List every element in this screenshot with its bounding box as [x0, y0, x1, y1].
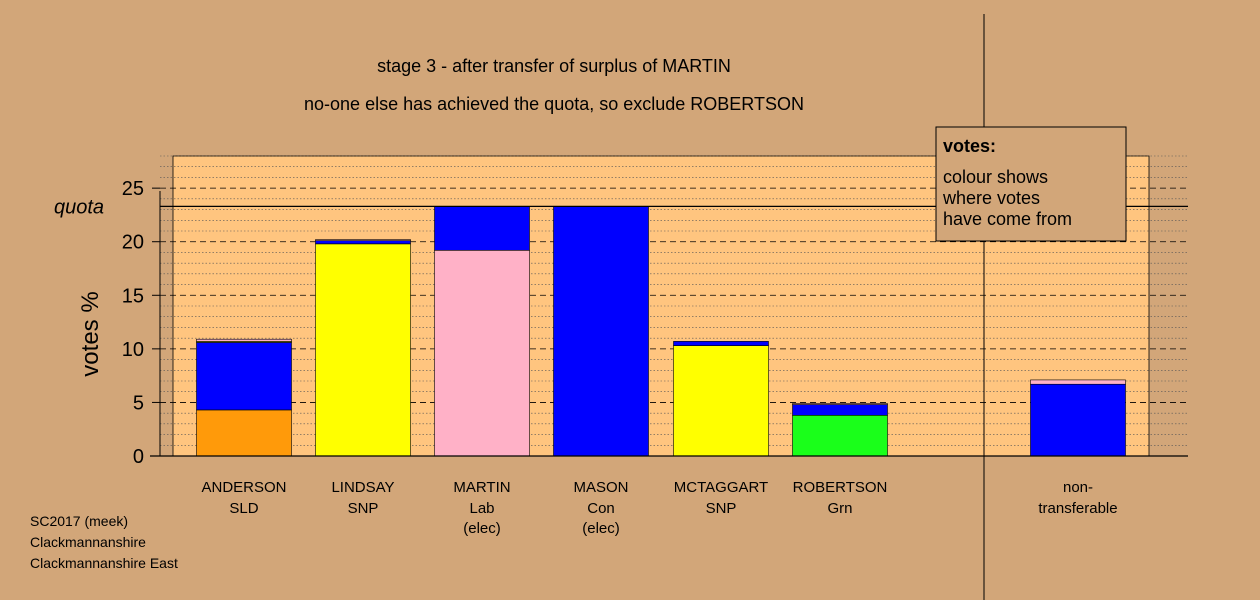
chart-title: stage 3 - after transfer of surplus of M… — [377, 56, 731, 76]
y-axis-label: votes % — [77, 291, 104, 376]
x-label-name: LINDSAY — [331, 479, 394, 496]
bar-segment — [434, 249, 530, 457]
x-label-name: non- — [1063, 479, 1093, 496]
x-label-name: MCTAGGART — [674, 479, 768, 496]
bar-segment — [792, 403, 888, 405]
legend-heading: votes: — [943, 136, 996, 156]
bars — [196, 206, 1126, 457]
legend-line-2: where votes — [942, 188, 1040, 208]
y-tick-label: 15 — [122, 285, 144, 307]
x-label-name: ROBERTSON — [793, 479, 888, 496]
x-label-name: ANDERSON — [201, 479, 286, 496]
bar-segment — [315, 243, 411, 457]
quota-label: quota — [54, 196, 104, 218]
y-tick-label: 25 — [122, 178, 144, 200]
x-label-party: transferable — [1038, 500, 1117, 517]
x-label-name: MASON — [573, 479, 628, 496]
y-ticks: 0 5 10 15 20 25 — [122, 178, 160, 468]
x-label-note: (elec) — [582, 520, 620, 537]
bar-segment — [196, 342, 292, 411]
bar-segment — [673, 341, 769, 346]
legend-line-3: have come from — [943, 209, 1072, 229]
bar-segment — [1030, 379, 1126, 385]
x-labels: ANDERSON SLD LINDSAY SNP MARTIN Lab (elec) MASO… — [201, 479, 1117, 537]
y-tick-label: 0 — [133, 446, 144, 468]
footer: SC2017 (meek) Clackmannanshire Clackmann… — [30, 513, 178, 571]
bar-segment — [673, 345, 769, 457]
footer-line-3: Clackmannanshire East — [30, 555, 178, 571]
x-label-party: Grn — [827, 500, 852, 517]
bar-segment — [553, 206, 649, 457]
bar-segment — [196, 409, 292, 457]
x-label-party: Con — [587, 500, 615, 517]
footer-line-2: Clackmannanshire — [30, 534, 146, 550]
chart-subtitle: no-one else has achieved the quota, so e… — [304, 94, 804, 114]
y-tick-label: 20 — [122, 232, 144, 254]
footer-line-1: SC2017 (meek) — [30, 513, 128, 529]
bar-segment — [315, 239, 411, 241]
y-tick-label: 10 — [122, 339, 144, 361]
x-label-party: SLD — [229, 500, 258, 517]
x-label-name: MARTIN — [453, 479, 510, 496]
x-label-note: (elec) — [463, 520, 501, 537]
bar-segment — [792, 404, 888, 416]
bar-segment — [315, 240, 411, 245]
x-label-party: SNP — [706, 500, 737, 517]
x-label-party: SNP — [348, 500, 379, 517]
y-tick-label: 5 — [133, 392, 144, 414]
bar-segment — [1030, 383, 1126, 457]
x-label-party: Lab — [469, 500, 494, 517]
legend-line-1: colour shows — [943, 167, 1048, 187]
legend-box: votes: colour shows where votes have com… — [935, 126, 1127, 242]
bar-segment — [196, 338, 292, 342]
bar-segment — [792, 414, 888, 457]
bar-segment — [434, 206, 530, 251]
